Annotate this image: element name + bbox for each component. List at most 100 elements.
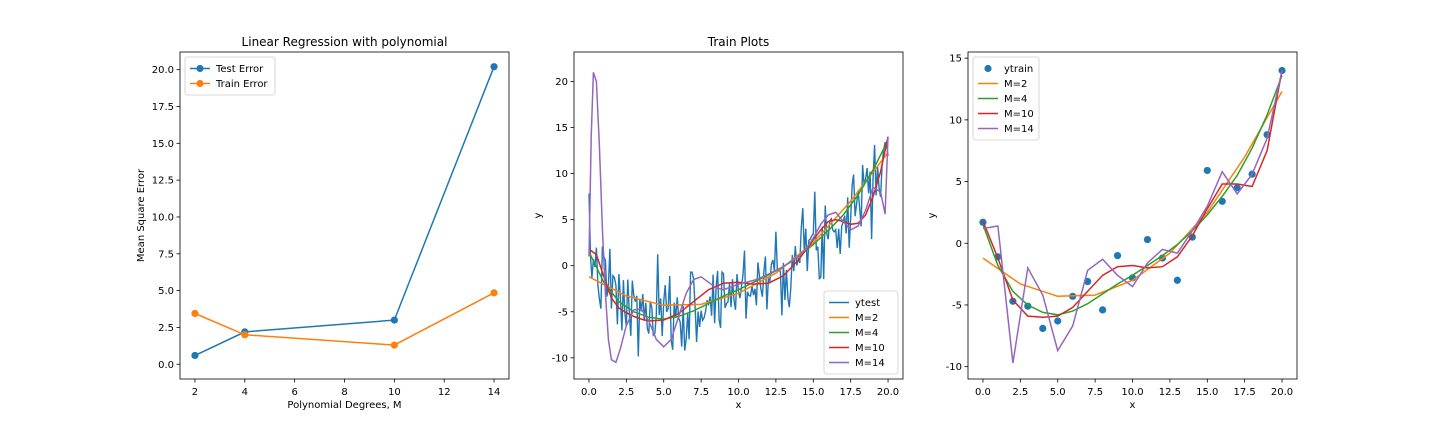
- test-error-series: [194, 66, 495, 357]
- x-tick-label: 12.5: [1159, 387, 1181, 398]
- y-tick-label: 15.0: [152, 139, 174, 150]
- y-tick-label: 20.0: [152, 65, 174, 76]
- data-point: [490, 63, 498, 71]
- x-tick-label: 20.0: [1271, 387, 1293, 398]
- x-tick-label: 7.5: [1087, 387, 1103, 398]
- legend-item: Train Error: [190, 79, 268, 90]
- m-10-series: [982, 70, 1283, 319]
- y-tick-label: -5: [558, 307, 568, 318]
- y-tick-label: 12.5: [152, 176, 174, 187]
- x-tick-label: 5.0: [1050, 387, 1066, 398]
- x-tick-label: 17.5: [840, 387, 862, 398]
- x-tick-label: 7.5: [693, 387, 709, 398]
- legend: Test Error Train Error: [184, 56, 276, 96]
- x-axis-label: x: [1130, 400, 1136, 411]
- y-axis-label: y: [927, 212, 938, 218]
- y-tick-label: -10: [552, 353, 568, 364]
- data-point: [490, 289, 498, 297]
- m-10-series: [588, 136, 889, 322]
- y-tick-label: 0: [562, 261, 568, 272]
- legend-box: [184, 56, 276, 96]
- y-tick-label: 10: [555, 169, 568, 180]
- data-point: [241, 331, 249, 339]
- legend-item: ytest: [829, 298, 880, 309]
- data-point: [1024, 302, 1032, 310]
- series-group: [588, 72, 889, 364]
- legend-label: M=4: [855, 328, 878, 339]
- legend-label: M=14: [1004, 124, 1034, 135]
- m-4-series: [982, 75, 1283, 316]
- x-tick-label: 10.0: [1121, 387, 1143, 398]
- legend-item: M=4: [829, 328, 878, 339]
- y-tick-label: -5: [952, 300, 962, 311]
- data-point: [191, 351, 199, 360]
- legend-label: M=14: [855, 358, 885, 369]
- ytest-series: [588, 141, 889, 357]
- y-tick-label: 10.0: [152, 212, 174, 223]
- x-tick-label: 5.0: [656, 387, 672, 398]
- legend: ytrain M=2 M=4 M=10 M=14: [972, 56, 1040, 141]
- x-tick-label: 12: [438, 387, 451, 398]
- legend-item: M=14: [829, 358, 885, 369]
- x-tick-label: 12.5: [765, 387, 787, 398]
- x-tick-label: 2.5: [1012, 387, 1028, 398]
- x-tick-label: 20.0: [877, 387, 899, 398]
- legend-label: Train Error: [215, 79, 268, 90]
- data-point: [1173, 276, 1181, 284]
- data-point: [390, 316, 398, 324]
- y-axis-label: Mean Square Error: [136, 168, 147, 262]
- plot-train-plots: 0.0 2.5 5.0 7.5 10.0 12.5 15.0 17.5 20.0 -10 -5 0 5 1…: [533, 35, 904, 411]
- data-point: [1143, 235, 1152, 244]
- legend-label: ytrain: [1004, 64, 1033, 75]
- legend-item: ytrain: [984, 64, 1033, 75]
- y-tick-label: 5.0: [158, 286, 174, 297]
- legend-box: [823, 290, 899, 375]
- y-tick-label: 10: [949, 115, 962, 126]
- data-point: [1233, 184, 1241, 192]
- legend-marker: [984, 64, 992, 73]
- x-tick-label: 2: [192, 387, 198, 398]
- data-point: [390, 341, 398, 349]
- data-point: [1098, 306, 1107, 314]
- x-tick-label: 17.5: [1234, 387, 1256, 398]
- legend-item: M=10: [978, 109, 1034, 120]
- legend-label: M=2: [1004, 79, 1027, 90]
- legend-item: M=14: [978, 124, 1034, 135]
- x-tick-label: 4: [242, 387, 248, 398]
- legend-label: Test Error: [215, 64, 264, 75]
- y-tick-label: 0: [956, 239, 962, 250]
- data-point: [1054, 317, 1062, 325]
- legend-label: M=2: [855, 313, 878, 324]
- data-point: [1039, 324, 1047, 333]
- x-tick-label: 0.0: [975, 387, 991, 398]
- m-14-series: [982, 70, 1283, 364]
- m-14-series: [588, 72, 889, 364]
- x-tick-label: 8: [341, 387, 347, 398]
- y-axis-label: y: [533, 212, 544, 218]
- data-point: [1009, 297, 1017, 305]
- legend-label: M=4: [1004, 94, 1027, 105]
- legend-item: M=2: [978, 79, 1027, 90]
- x-axis-label: x: [736, 400, 742, 411]
- train-error-series: [194, 292, 495, 346]
- x-tick-label: 0.0: [581, 387, 597, 398]
- legend-item: M=10: [829, 343, 885, 354]
- series-group: [979, 66, 1286, 364]
- y-tick-label: 15: [555, 123, 568, 134]
- legend-label: M=10: [1004, 109, 1034, 120]
- legend-marker: [196, 79, 204, 88]
- legend: ytest M=2 M=4 M=10 M=14: [823, 290, 899, 375]
- y-tick-label: 0.0: [158, 360, 174, 371]
- plot-ytrain-fits: 0.0 2.5 5.0 7.5 10.0 12.5 15.0 17.5 20.0 -10 -5 0 5 1…: [927, 51, 1298, 411]
- legend-label: ytest: [855, 298, 880, 309]
- x-axis-label: Polynomial Degrees, M: [287, 400, 401, 411]
- y-tick-label: 5: [956, 177, 962, 188]
- x-tick-label: 6: [291, 387, 297, 398]
- y-tick-label: 15: [949, 54, 962, 65]
- legend-item: M=2: [829, 313, 878, 324]
- legend-box: [972, 56, 1040, 141]
- chart-title: Train Plots: [707, 35, 769, 49]
- x-tick-label: 14: [488, 387, 501, 398]
- legend-item: M=4: [978, 94, 1027, 105]
